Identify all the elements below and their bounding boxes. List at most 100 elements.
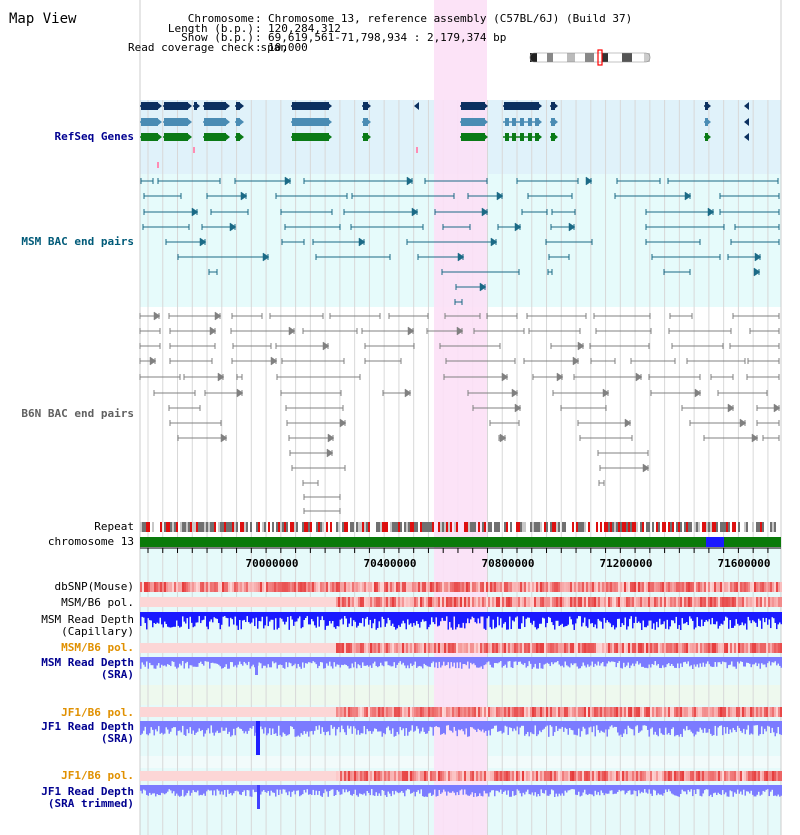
heat-cell xyxy=(186,771,188,781)
heat-cell xyxy=(284,597,286,607)
gene-exon xyxy=(461,133,485,141)
depth-bar xyxy=(183,785,185,797)
depth-bar xyxy=(306,721,308,732)
heat-cell xyxy=(734,597,736,607)
depth-bar xyxy=(656,721,658,735)
depth-bar xyxy=(773,721,775,733)
heat-cell xyxy=(654,582,656,592)
track-label-msm-bac[interactable]: MSM BAC end pairs xyxy=(21,235,134,248)
depth-bar xyxy=(341,612,343,619)
depth-bar xyxy=(308,785,310,795)
depth-bar xyxy=(296,721,298,737)
heat-cell xyxy=(308,707,310,717)
depth-bar xyxy=(432,721,434,736)
depth-bar xyxy=(654,657,656,662)
heat-cell xyxy=(344,707,346,717)
repeat-segment xyxy=(360,522,362,532)
heat-cell xyxy=(638,707,640,717)
heat-cell xyxy=(452,771,454,781)
heat-cell xyxy=(406,643,408,653)
depth-bar xyxy=(503,721,505,733)
heat-cell xyxy=(242,771,244,781)
depth-bar xyxy=(657,612,659,628)
depth-bar xyxy=(528,785,530,795)
depth-bar xyxy=(191,785,193,793)
info-value-coverage-span: 10,000 xyxy=(268,41,308,54)
depth-bar xyxy=(368,721,370,732)
heat-cell xyxy=(578,643,580,653)
depth-bar xyxy=(549,612,551,618)
heat-cell xyxy=(532,597,534,607)
heat-cell xyxy=(662,582,664,592)
depth-bar xyxy=(282,785,284,790)
depth-bar xyxy=(603,657,605,667)
heat-cell xyxy=(584,597,586,607)
heat-cell xyxy=(472,707,474,717)
depth-bar xyxy=(491,612,493,630)
heat-cell xyxy=(690,597,692,607)
repeat-segment xyxy=(204,522,206,532)
depth-bar xyxy=(780,612,782,625)
heat-cell xyxy=(490,643,492,653)
depth-bar xyxy=(414,785,416,797)
heat-cell xyxy=(350,707,352,717)
heat-cell xyxy=(752,707,754,717)
depth-bar xyxy=(704,612,706,622)
depth-bar xyxy=(555,657,557,663)
heat-cell xyxy=(376,582,378,592)
depth-bar xyxy=(290,721,292,727)
depth-bar xyxy=(639,612,641,624)
repeat-segment xyxy=(530,522,532,532)
heat-cell xyxy=(294,582,296,592)
depth-bar xyxy=(197,657,199,667)
heat-cell xyxy=(494,707,496,717)
heat-cell xyxy=(284,707,286,717)
depth-bar xyxy=(386,721,388,728)
heat-cell xyxy=(330,582,332,592)
heat-cell xyxy=(324,707,326,717)
heat-cell xyxy=(356,643,358,653)
track-label-refseq-genes[interactable]: RefSeq Genes xyxy=(54,130,134,143)
ideogram-band xyxy=(602,53,608,62)
depth-bar xyxy=(260,785,262,795)
depth-bar xyxy=(623,721,625,734)
depth-bar xyxy=(372,612,374,624)
heat-cell xyxy=(496,582,498,592)
heat-cell xyxy=(708,643,710,653)
heat-cell xyxy=(706,771,708,781)
depth-bar xyxy=(552,785,554,791)
depth-bar xyxy=(150,785,152,795)
depth-bar xyxy=(144,785,146,791)
depth-bar xyxy=(761,612,763,629)
heat-cell xyxy=(724,597,726,607)
depth-bar xyxy=(518,785,520,791)
depth-bar xyxy=(692,657,694,669)
depth-bar xyxy=(521,657,523,664)
depth-bar xyxy=(276,657,278,669)
bac-end-arrow xyxy=(514,403,522,413)
heat-cell xyxy=(170,582,172,592)
repeat-segment xyxy=(676,522,678,532)
depth-bar xyxy=(413,657,415,665)
depth-bar xyxy=(506,657,508,668)
depth-bar xyxy=(321,612,323,617)
bac-end-arrow xyxy=(585,176,593,186)
heat-cell xyxy=(152,707,154,717)
heat-cell xyxy=(570,582,572,592)
depth-bar xyxy=(533,785,535,796)
track-label-b6n-bac[interactable]: B6N BAC end pairs xyxy=(21,407,134,420)
heat-cell xyxy=(150,707,152,717)
depth-bar xyxy=(318,612,320,627)
heat-cell xyxy=(294,707,296,717)
heat-cell xyxy=(188,707,190,717)
depth-bar xyxy=(659,721,661,729)
depth-bar xyxy=(279,785,281,790)
depth-bar xyxy=(291,721,293,727)
depth-bar xyxy=(345,657,347,665)
heat-cell xyxy=(596,707,598,717)
heat-cell xyxy=(344,771,346,781)
depth-bar xyxy=(300,785,302,796)
heat-cell xyxy=(586,597,588,607)
depth-bar xyxy=(290,657,292,664)
